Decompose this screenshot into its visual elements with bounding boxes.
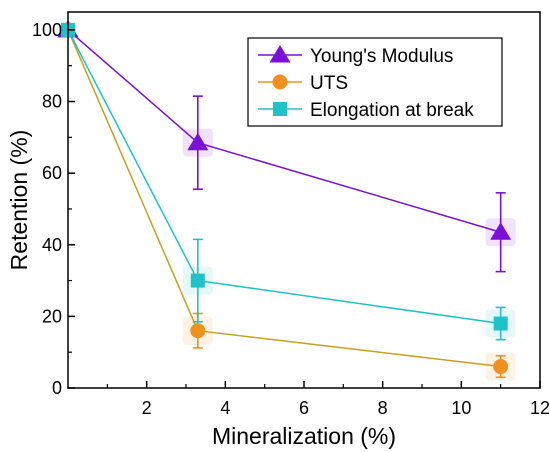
series-layer (57, 19, 516, 381)
legend-swatch-marker (273, 102, 287, 116)
x-axis-label: Mineralization (%) (212, 423, 396, 449)
x-tick-label: 12 (530, 398, 550, 418)
y-axis-label: Retention (%) (6, 130, 32, 271)
y-tick-label: 0 (52, 378, 62, 398)
data-point-1-2 (493, 359, 509, 375)
x-tick-label: 10 (451, 398, 471, 418)
y-tick-label: 80 (42, 92, 62, 112)
legend-entry-1: UTS (258, 73, 348, 94)
data-point-2-2 (493, 316, 508, 331)
y-tick-label: 60 (42, 163, 62, 183)
data-point-2-1 (190, 273, 205, 288)
y-tick-label: 20 (42, 306, 62, 326)
legend-swatch-marker (272, 74, 288, 90)
legend-label: Young's Modulus (310, 46, 453, 67)
legend-label: UTS (310, 73, 348, 94)
data-point-0-2 (490, 222, 512, 240)
x-tick-label: 2 (142, 398, 152, 418)
x-tick-label: 8 (378, 398, 388, 418)
data-point-0-1 (187, 132, 209, 151)
legend: Young's Modulus UTS Elongation at break (247, 37, 503, 127)
legend-label: Elongation at break (310, 100, 474, 121)
x-tick-label: 4 (220, 398, 230, 418)
legend-entry-0: Young's Modulus (258, 45, 453, 67)
legend-entry-2: Elongation at break (258, 100, 474, 121)
y-tick-label: 100 (32, 20, 62, 40)
y-tick-label: 40 (42, 235, 62, 255)
axes-layer: 2 4 6 8 10 12 0 20 40 60 80 100 (32, 11, 550, 418)
legend-swatch-marker (269, 45, 291, 63)
data-point-1-1 (190, 323, 206, 339)
x-tick-label: 6 (299, 398, 309, 418)
